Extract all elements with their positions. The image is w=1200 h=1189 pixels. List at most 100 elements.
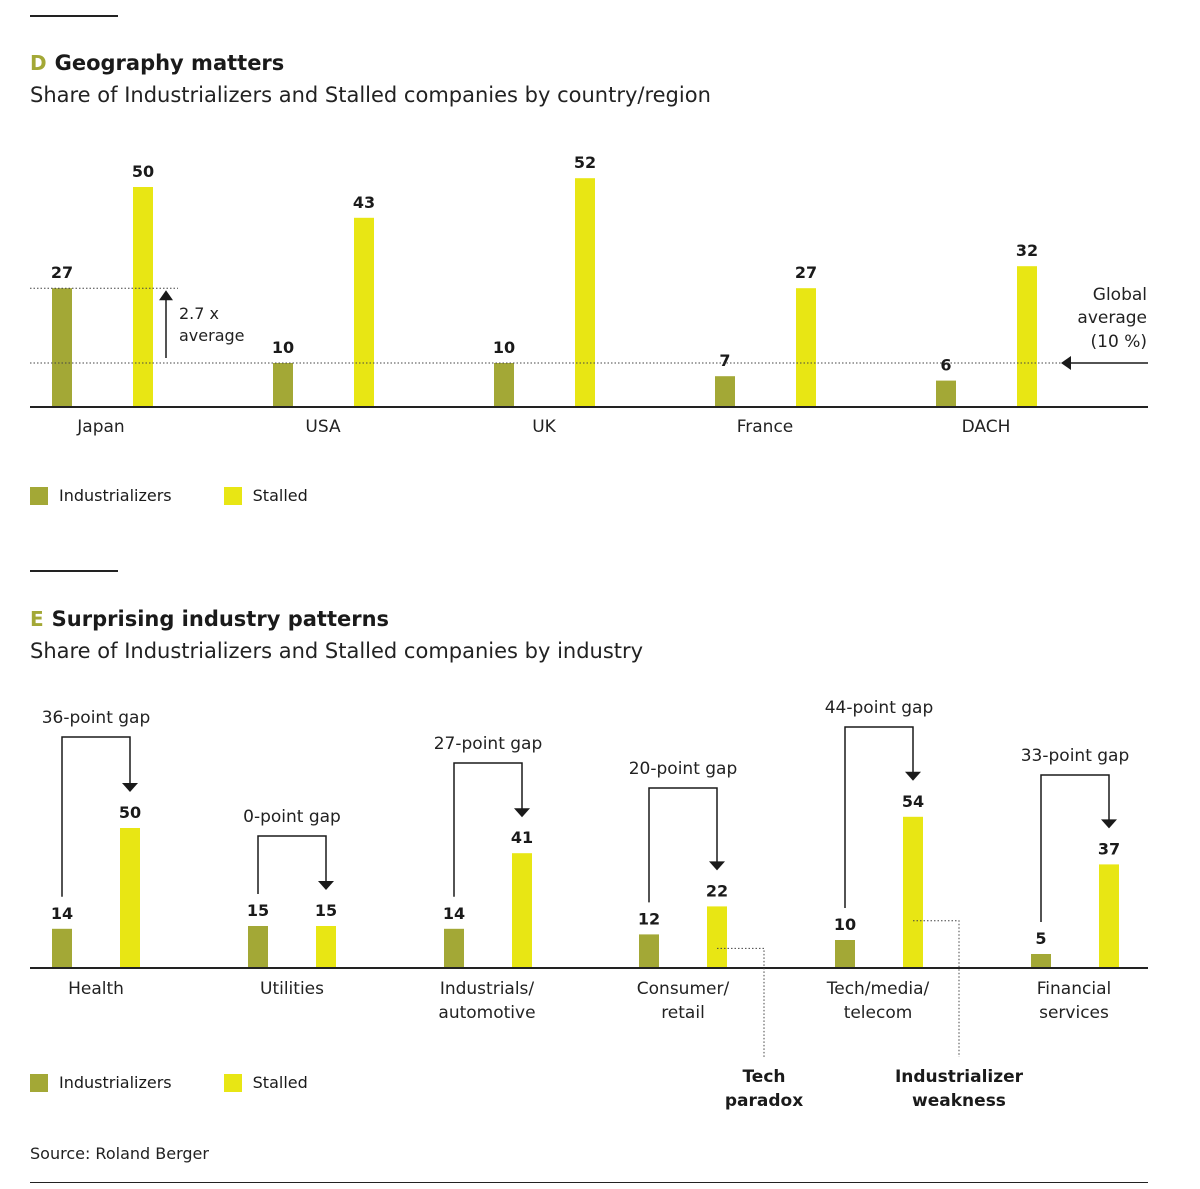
bar-stalled [120,828,140,968]
gap-bracket [844,726,914,908]
data-label: 6 [940,356,951,375]
bar-industrializers [52,288,72,407]
legend-item-stalled: Stalled [223,1073,308,1092]
gap-bracket [1040,774,1110,922]
data-label: 50 [132,162,154,181]
callout-label-line1: Tech [742,1067,785,1087]
legend-swatch-industrializers [30,1073,48,1092]
panel-e-letter: E [30,607,44,631]
category-label: retail [661,1003,705,1023]
bar-industrializers [639,934,659,968]
data-label: 14 [51,904,73,923]
callout-leader [717,947,765,1057]
gap-bracket [257,835,327,894]
bar-industrializers [444,928,464,968]
legend-swatch-industrializers [30,486,48,505]
data-label: 32 [1016,241,1038,260]
category-label: Financial [1037,979,1111,999]
category-label: France [737,417,794,437]
bar-stalled [903,816,923,968]
panel-d-heading: D Geography matters [30,51,284,75]
category-label: Tech/media/ [826,979,930,999]
bar-stalled [707,906,727,968]
panel-d-subtitle: Share of Industrializers and Stalled com… [30,83,711,107]
global-average-label-line1: Global [1093,285,1147,305]
legend-label-stalled: Stalled [252,486,308,505]
multiplier-arrow-head [159,290,173,301]
bar-industrializers [248,926,268,968]
gap-label: 33-point gap [1021,746,1130,766]
data-label: 10 [493,338,515,357]
callout-label-line2: weakness [912,1091,1006,1111]
data-label: 22 [706,881,728,900]
category-label: services [1039,1003,1109,1023]
source-note: Source: Roland Berger [30,1144,209,1163]
data-label: 7 [719,351,730,370]
gap-arrow-head [905,771,921,781]
multiplier-label-line1: 2.7 x [179,304,219,323]
category-label: Utilities [260,979,324,999]
legend-item-stalled: Stalled [223,486,308,505]
category-label: Consumer/ [637,979,730,999]
bar-industrializers [52,928,72,968]
gap-label: 44-point gap [825,698,934,718]
legend-swatch-stalled [223,1073,242,1092]
gap-arrow-head [1101,819,1117,829]
gap-arrow-head [318,881,334,890]
global-average-arrow-head [1061,356,1071,370]
panel-e-subtitle: Share of Industrializers and Stalled com… [30,639,644,663]
data-label: 37 [1098,839,1120,858]
data-label: 10 [272,338,294,357]
gap-label: 36-point gap [42,708,151,728]
gap-bracket [61,736,131,897]
panel-d-top-rule [30,15,118,17]
bar-industrializers [1031,954,1051,968]
gap-bracket [648,787,718,903]
bar-stalled [575,178,595,407]
bar-stalled [133,187,153,407]
legend-swatch-stalled [223,486,242,505]
bar-industrializers [494,363,514,407]
bar-stalled [796,288,816,407]
geography-bar-chart: 27 50 Japan 10 43 USA 10 52 UK 7 27 France 6 32 DACH 2.… [30,153,1148,437]
data-label: 15 [315,901,337,920]
category-label: DACH [962,417,1011,437]
gap-arrow-head [122,783,138,792]
bottom-rule [30,1182,1148,1183]
category-label: UK [532,417,556,437]
category-label: USA [305,417,341,437]
data-label: 54 [902,792,924,811]
panel-e-top-rule [30,570,118,572]
category-label: Health [68,979,124,999]
legend-item-industrializers: Industrializers [30,486,172,505]
callout-label-line1: Industrializer [895,1067,1024,1087]
category-label: automotive [438,1003,535,1023]
bar-stalled [316,926,336,968]
industry-bar-chart: 14 50 36-point gap Health 15 15 0-point gap Uti… [30,698,1148,1111]
bar-industrializers [273,363,293,407]
data-label: 50 [119,803,141,822]
multiplier-label-line2: average [179,326,245,345]
data-label: 27 [795,263,817,282]
callout-label-line2: paradox [725,1091,803,1111]
bar-industrializers [835,940,855,968]
callout-leader [913,920,960,1057]
data-label: 27 [51,263,73,282]
bar-stalled [1099,864,1119,968]
panel-e-title: Surprising industry patterns [51,607,390,631]
bar-stalled [512,853,532,968]
bar-industrializers [936,380,956,407]
data-label: 41 [511,828,533,847]
bar-industrializers [715,376,735,407]
data-label: 52 [574,153,596,172]
gap-label: 0-point gap [243,807,341,827]
gap-bracket [453,762,523,897]
data-label: 15 [247,901,269,920]
legend-item-industrializers: Industrializers [30,1073,172,1092]
panel-e-heading: E Surprising industry patterns [30,607,389,631]
panel-d-legend: Industrializers Stalled [30,486,360,505]
panel-d-letter: D [30,51,47,75]
data-label: 5 [1035,929,1046,948]
gap-label: 20-point gap [629,759,738,779]
data-label: 43 [353,193,375,212]
